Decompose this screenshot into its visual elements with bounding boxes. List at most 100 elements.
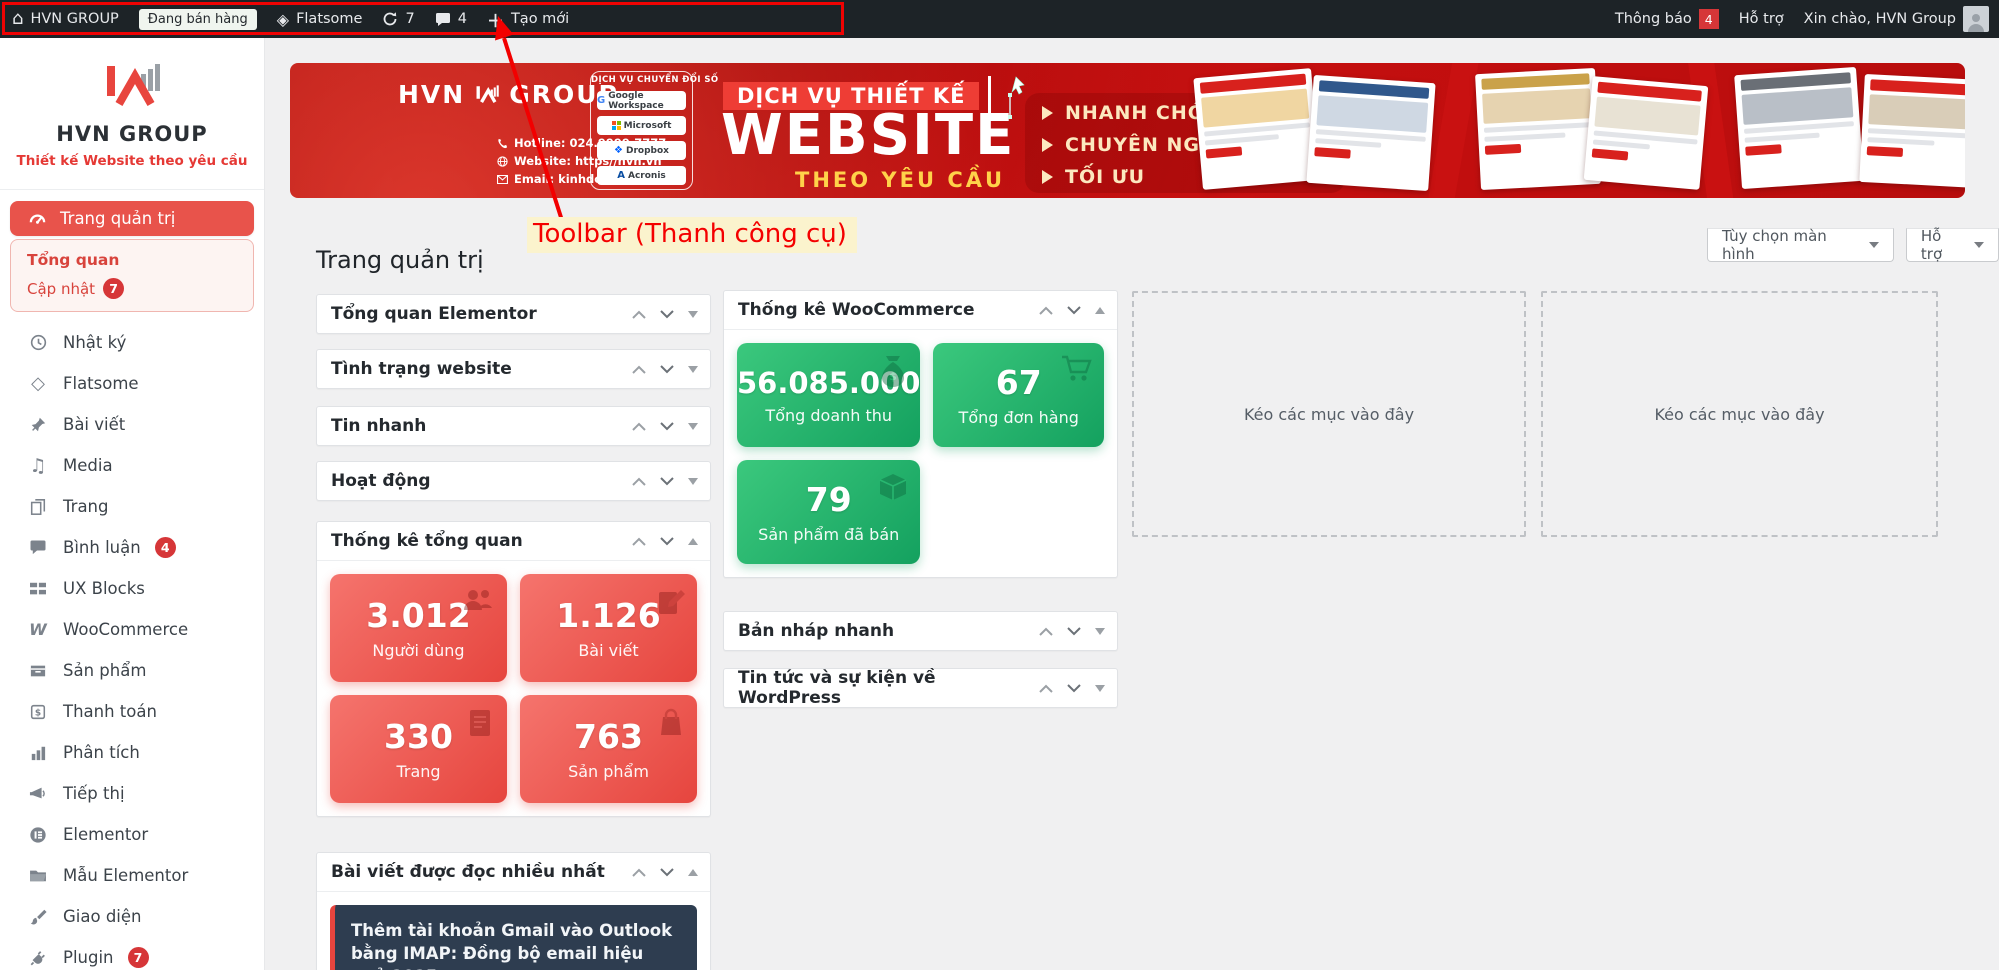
website-thumbnail (1859, 73, 1965, 189)
submenu-item-cap-nhat[interactable]: Cập nhật 7 (27, 278, 237, 299)
sidebar-item-phan-tich[interactable]: Phân tích (0, 732, 264, 773)
home-menu[interactable]: ⌂ HVN GROUP (12, 10, 119, 28)
panel-header[interactable]: Thống kê WooCommerce (724, 291, 1117, 329)
collapse-toggle-icon[interactable] (688, 477, 698, 485)
analytics-bars-icon (27, 745, 49, 761)
move-up-icon[interactable] (632, 477, 646, 486)
move-up-icon[interactable] (1039, 627, 1053, 636)
move-down-icon[interactable] (1067, 626, 1081, 636)
plus-icon: ＋ (486, 11, 504, 32)
sidebar-brand[interactable]: HVN GROUP Thiết kế Website theo yêu cầu (0, 38, 264, 169)
move-down-icon[interactable] (660, 536, 674, 546)
document-icon (467, 707, 495, 743)
stat-card-products-sold[interactable]: 79 Sản phẩm đã bán (737, 460, 921, 564)
stat-card-orders[interactable]: 67 Tổng đơn hàng (933, 343, 1104, 447)
collapse-toggle-icon[interactable] (688, 868, 698, 876)
new-content-menu[interactable]: ＋ Tạo mới (487, 7, 569, 32)
move-up-icon[interactable] (1039, 684, 1053, 693)
sidebar-item-plugin[interactable]: Plugin 7 (0, 937, 264, 970)
move-down-icon[interactable] (660, 476, 674, 486)
panel-body: Thêm tài khoản Gmail vào Outlook bằng IM… (317, 891, 710, 970)
move-up-icon[interactable] (1039, 306, 1053, 315)
sidebar-item-giao-dien[interactable]: Giao diện (0, 896, 264, 937)
collapse-toggle-icon[interactable] (688, 422, 698, 430)
submenu-updates-label: Cập nhật (27, 279, 96, 298)
google-icon: G (597, 95, 606, 106)
submenu-item-tong-quan[interactable]: Tổng quan (27, 251, 120, 269)
collapse-toggle-icon[interactable] (688, 310, 698, 318)
cursor-decoration (1008, 76, 1025, 119)
shopping-bag-icon (657, 707, 685, 741)
stat-card-products[interactable]: 763 Sản phẩm (520, 695, 697, 803)
collapse-toggle-icon[interactable] (1095, 627, 1105, 635)
panel-header[interactable]: Tình trạng website (317, 350, 710, 388)
collapse-toggle-icon[interactable] (1095, 306, 1105, 314)
brand-name: HVN GROUP (56, 122, 208, 146)
move-down-icon[interactable] (660, 364, 674, 374)
comments-menu[interactable]: 4 (435, 11, 467, 27)
collapse-toggle-icon[interactable] (688, 365, 698, 373)
panel-tinh-trang-website: Tình trạng website (316, 349, 711, 389)
panel-header[interactable]: Bản nháp nhanh (724, 612, 1117, 650)
move-up-icon[interactable] (632, 422, 646, 431)
sidebar-item-san-pham[interactable]: Sản phẩm (0, 650, 264, 691)
panel-header[interactable]: Thống kê tổng quan (317, 522, 710, 560)
flatsome-menu[interactable]: ◈ Flatsome (277, 10, 363, 29)
sidebar-item-mau-elementor[interactable]: Mẫu Elementor (0, 855, 264, 896)
notifications-menu[interactable]: Thông báo 4 (1615, 9, 1719, 29)
stat-card-users[interactable]: 3.012 Người dùng (330, 574, 507, 682)
move-up-icon[interactable] (632, 537, 646, 546)
chevron-down-icon (1974, 242, 1984, 248)
collapse-toggle-icon[interactable] (688, 537, 698, 545)
sidebar-item-bai-viet[interactable]: Bài viết (0, 404, 264, 445)
panel-thong-ke-woocommerce: Thống kê WooCommerce $ 56.085.000 Tổng d… (723, 290, 1118, 578)
panel-header[interactable]: Tổng quan Elementor (317, 295, 710, 333)
panel-header[interactable]: Tin tức và sự kiện về WordPress (724, 668, 1117, 708)
move-up-icon[interactable] (632, 365, 646, 374)
store-status-badge[interactable]: Đang bán hàng (138, 8, 257, 30)
empty-grid-cell (933, 460, 1104, 564)
support-menu[interactable]: Hỗ trợ (1739, 11, 1784, 27)
sidebar-item-flatsome[interactable]: ◇ Flatsome (0, 363, 264, 404)
move-down-icon[interactable] (1067, 305, 1081, 315)
sidebar-item-nhat-ky[interactable]: Nhật ký (0, 322, 264, 363)
collapse-toggle-icon[interactable] (1095, 684, 1105, 692)
move-down-icon[interactable] (1067, 683, 1081, 693)
widget-dropzone-2[interactable]: Kéo các mục vào đây (1541, 291, 1938, 537)
annotation-label: Toolbar (Thanh công cụ) (527, 217, 857, 253)
account-menu[interactable]: Xin chào, HVN Group (1804, 6, 1989, 32)
sidebar-item-tiep-thi[interactable]: Tiếp thị (0, 773, 264, 814)
sidebar-item-trang-quan-tri[interactable]: Trang quản trị (10, 201, 254, 236)
panel-title: Thống kê tổng quan (331, 531, 523, 551)
sidebar-item-elementor[interactable]: Elementor (0, 814, 264, 855)
website-thumbnail (1475, 67, 1601, 191)
globe-icon (497, 155, 508, 167)
sidebar-item-trang[interactable]: Trang (0, 486, 264, 527)
stat-card-posts[interactable]: 1.126 Bài viết (520, 574, 697, 682)
screen-options-button[interactable]: Tùy chọn màn hình (1707, 227, 1894, 263)
stat-card-pages[interactable]: 330 Trang (330, 695, 507, 803)
service-label: Dropbox (626, 145, 669, 156)
services-title: DỊCH VỤ CHUYỂN ĐỔI SỐ (591, 75, 719, 85)
sidebar-item-thanh-toan[interactable]: $ Thanh toán (0, 691, 264, 732)
move-up-icon[interactable] (632, 310, 646, 319)
sidebar-item-binh-luan[interactable]: Bình luận 4 (0, 527, 264, 568)
top-post-card[interactable]: Thêm tài khoản Gmail vào Outlook bằng IM… (330, 905, 697, 970)
sidebar-item-woocommerce[interactable]: W WooCommerce (0, 609, 264, 650)
widget-dropzone-1[interactable]: Kéo các mục vào đây (1132, 291, 1526, 537)
panel-header[interactable]: Tin nhanh (317, 407, 710, 445)
panel-header[interactable]: Bài viết được đọc nhiều nhất (317, 853, 710, 891)
sidebar-item-media[interactable]: ♫ Media (0, 445, 264, 486)
panel-header[interactable]: Hoạt động (317, 462, 710, 500)
promo-banner[interactable]: HVN GROUP Hotline: 024.9999.7777 Website… (290, 63, 1965, 198)
stat-card-revenue[interactable]: $ 56.085.000 Tổng doanh thu (737, 343, 921, 447)
move-up-icon[interactable] (632, 868, 646, 877)
updates-menu[interactable]: 7 (382, 11, 415, 27)
move-down-icon[interactable] (660, 867, 674, 877)
sidebar-item-ux-blocks[interactable]: UX Blocks (0, 568, 264, 609)
move-down-icon[interactable] (660, 421, 674, 431)
dashboard-gauge-icon (26, 209, 48, 228)
move-down-icon[interactable] (660, 309, 674, 319)
help-button[interactable]: Hỗ trợ (1905, 227, 1999, 263)
